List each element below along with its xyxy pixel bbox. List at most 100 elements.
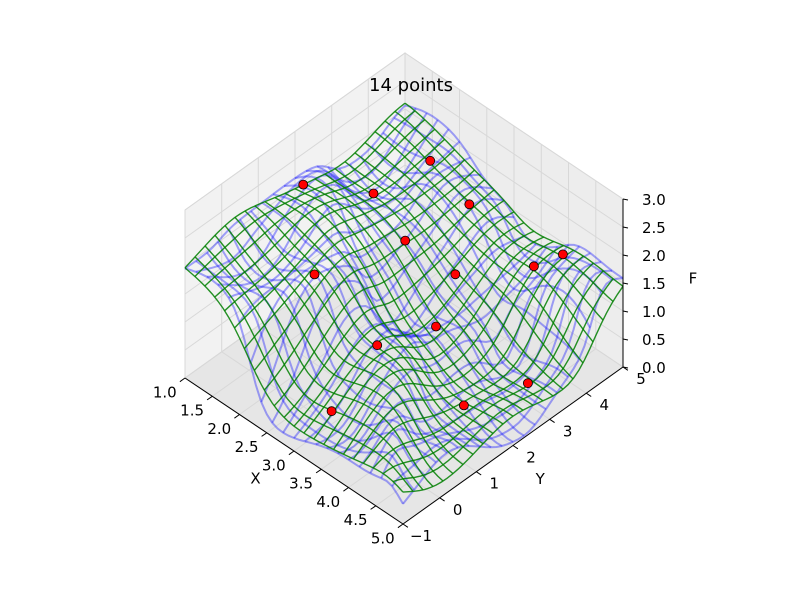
wire-line — [244, 210, 464, 466]
data-point — [458, 400, 469, 411]
wire-line — [254, 205, 474, 455]
wire-line — [261, 201, 481, 448]
y-tick-mark — [476, 471, 482, 476]
wire-line — [304, 183, 524, 411]
wire-line — [360, 156, 580, 360]
data-point — [298, 179, 309, 190]
grid-line — [184, 80, 406, 239]
x-tick-label: 4.5 — [344, 511, 368, 529]
wire-line — [394, 110, 614, 302]
grid-line — [294, 299, 514, 446]
grid-line — [404, 220, 624, 368]
data-point — [309, 269, 320, 280]
wire-line — [224, 225, 444, 482]
y-tick-mark — [586, 392, 592, 397]
wire-line — [282, 197, 504, 434]
y-tick-mark — [549, 418, 555, 424]
wire-line — [384, 120, 604, 321]
x-tick-mark — [315, 468, 322, 474]
wire-line — [404, 102, 624, 287]
data-point — [368, 188, 379, 199]
z-tick-label: 0.5 — [642, 331, 666, 349]
z-tick-label: 3.0 — [642, 191, 666, 209]
x-tick-mark — [206, 395, 213, 401]
wire-line — [264, 201, 484, 445]
y-tick-label: 0 — [453, 501, 463, 519]
grid-line — [184, 192, 406, 351]
wire-line — [184, 267, 404, 493]
wire-line — [337, 246, 559, 455]
z-tick-mark — [622, 310, 629, 313]
x-tick-label: 4.0 — [316, 493, 340, 511]
x-tick-label: 3.5 — [289, 475, 313, 493]
x-tick-mark — [261, 432, 268, 437]
grid-line — [184, 108, 406, 267]
grid-line — [184, 164, 406, 323]
wire-line — [228, 228, 448, 454]
wire-line — [195, 260, 415, 491]
y-tick-mark — [512, 445, 519, 450]
x-tick-label: 1.0 — [153, 383, 177, 401]
scatter-points — [298, 155, 568, 417]
x-tick-label: 1.5 — [180, 402, 204, 420]
wire-line — [326, 246, 548, 449]
z-tick-mark — [622, 338, 629, 341]
z-tick-mark — [622, 226, 629, 229]
y-tick-mark — [439, 497, 445, 502]
x-tick-label: 5.0 — [371, 529, 395, 547]
wire-line — [371, 145, 591, 329]
grid-line — [184, 52, 406, 211]
data-point — [558, 249, 568, 260]
wire-line — [344, 161, 564, 390]
data-point — [372, 340, 383, 351]
y-tick-label: 3 — [563, 422, 573, 440]
x-tick-label: 2.0 — [207, 420, 231, 438]
data-point — [400, 235, 411, 246]
x-tick-mark — [370, 505, 377, 510]
surfaces — [184, 102, 624, 505]
wire-line — [184, 267, 404, 505]
wire-line — [382, 132, 602, 293]
chart-title: 14 points — [369, 75, 453, 96]
wire-line — [214, 234, 434, 487]
wire-line — [380, 261, 602, 479]
x-tick-mark — [234, 414, 240, 419]
wire-line — [238, 140, 461, 323]
z-axis-label: F — [689, 269, 698, 287]
wire-line — [204, 245, 424, 491]
x-tick-mark — [397, 523, 404, 529]
wire-line — [294, 188, 514, 417]
wire-line — [272, 193, 492, 449]
wire-line — [315, 243, 537, 446]
wire-line — [327, 166, 547, 411]
data-point — [450, 269, 461, 280]
z-tick-mark — [622, 282, 629, 285]
wire-line — [314, 178, 534, 406]
data-point — [425, 155, 436, 166]
z-tick-label: 0.0 — [642, 359, 666, 377]
y-tick-label: 1 — [490, 475, 500, 493]
data-point — [431, 321, 441, 332]
y-tick-label: 5 — [636, 370, 646, 388]
x-tick-mark — [288, 450, 295, 456]
x-tick-mark — [179, 377, 186, 383]
fit-surface-wireframe — [184, 102, 624, 493]
x-tick-label: 3.0 — [262, 456, 286, 474]
wire-line — [184, 104, 406, 270]
wire-line — [274, 196, 494, 434]
wire-line — [402, 277, 624, 505]
z-tick-label: 1.5 — [642, 275, 666, 293]
wire-line — [349, 163, 569, 378]
wire-line — [404, 104, 624, 280]
y-tick-label: 4 — [600, 396, 610, 414]
data-point — [464, 199, 475, 210]
z-tick-mark — [622, 366, 629, 369]
z-tick-label: 2.5 — [642, 219, 666, 237]
grid-line — [184, 220, 406, 379]
grid-line — [404, 80, 624, 228]
grid-line — [404, 108, 624, 256]
grid-line — [404, 52, 624, 200]
grid-line — [221, 351, 440, 499]
grid-line — [404, 164, 624, 312]
